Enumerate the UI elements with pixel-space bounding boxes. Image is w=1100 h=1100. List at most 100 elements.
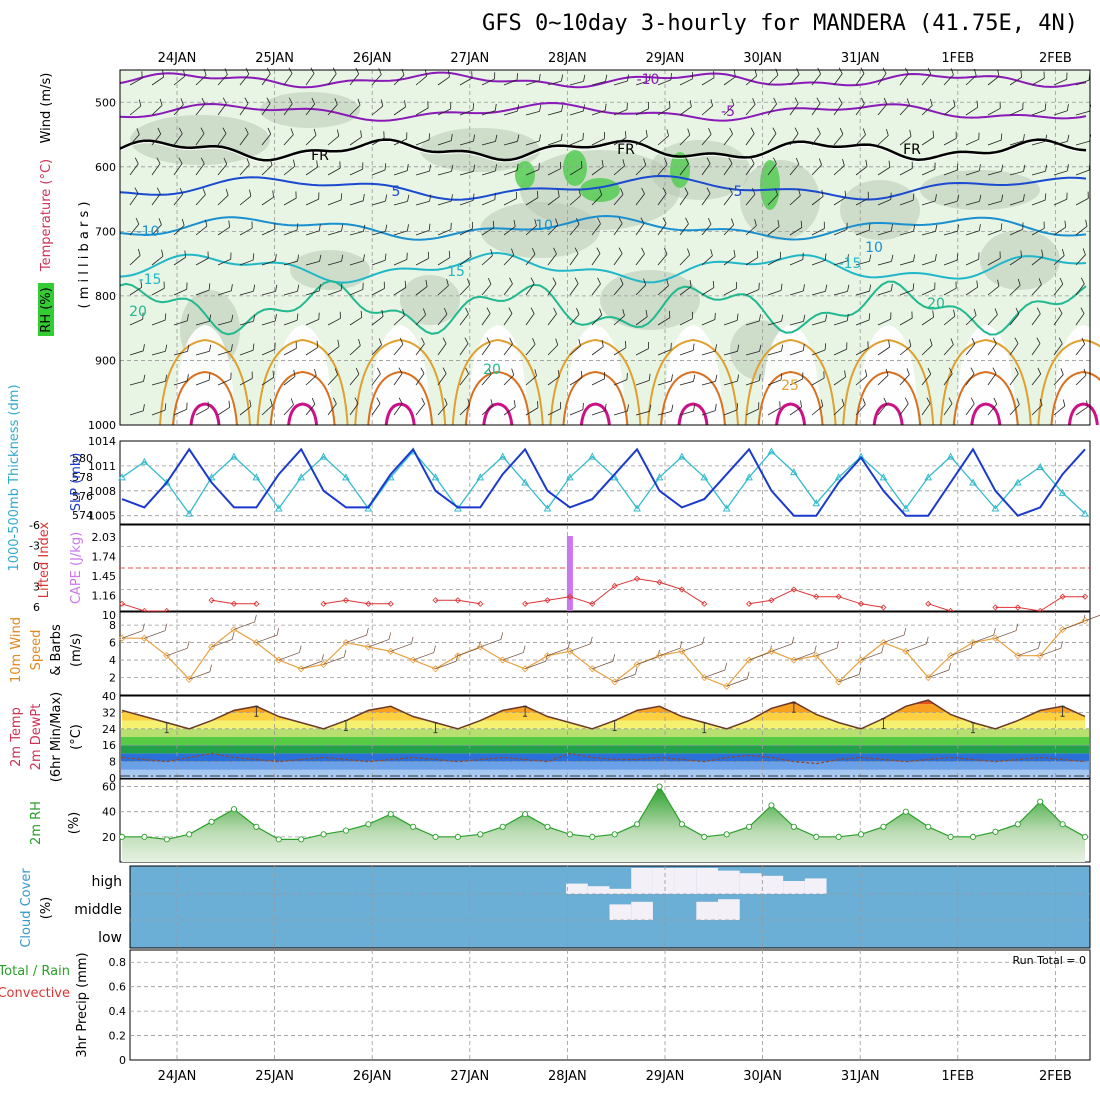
barb-flag: [334, 368, 338, 375]
barb-flag: [360, 310, 363, 318]
barb-staff: [921, 260, 936, 266]
barb-flag: [824, 253, 827, 261]
wind-barb: [261, 314, 277, 326]
barb-flag: [290, 128, 294, 135]
wind10m-barb: [211, 632, 235, 648]
barb-staff: [239, 133, 249, 146]
top-date-label: 2FEB: [1039, 51, 1072, 66]
wind-barb: [217, 344, 233, 356]
wind-barb: [591, 247, 601, 266]
barb-flag: [846, 314, 849, 321]
wind-barb: [613, 277, 624, 296]
barb-staff: [151, 193, 161, 206]
barb-staff: [547, 376, 560, 386]
wind-barb: [613, 247, 623, 266]
barb-staff: [547, 110, 562, 116]
barb-staff: [1075, 343, 1086, 356]
barb-flag: [1043, 221, 1045, 229]
contour-label: 25: [781, 378, 799, 394]
contour-label: 20: [129, 304, 147, 320]
barb-flag: [140, 280, 143, 288]
barb-flag: [1082, 248, 1086, 255]
barb-staff: [921, 73, 932, 86]
barb-flag: [358, 338, 361, 346]
temp2m-tick-label: 40: [102, 690, 116, 703]
barb-staff: [239, 406, 252, 416]
barb-staff: [323, 656, 345, 665]
barb-flag: [750, 127, 755, 134]
contour-30: [269, 370, 336, 426]
barb-staff: [987, 107, 1001, 116]
barb-staff: [987, 139, 1002, 146]
barb-flag: [355, 67, 360, 75]
barb-staff: [415, 403, 425, 416]
barb-staff: [459, 109, 474, 116]
barb-staff: [305, 290, 320, 296]
wind-barb: [899, 254, 916, 266]
wind-barb: [679, 157, 689, 176]
barb-staff: [459, 256, 472, 266]
barb-flag: [868, 223, 871, 231]
wind-barb: [767, 157, 777, 176]
barb-staff: [569, 314, 580, 326]
barb-flag: [684, 187, 689, 194]
barb-staff: [767, 163, 777, 176]
wind-barb: [965, 100, 979, 116]
wind-barb: [371, 224, 388, 236]
wind-barb: [151, 127, 162, 146]
barb-flag: [692, 72, 693, 79]
barb-flag: [643, 158, 647, 166]
cape-grid: [120, 525, 1090, 611]
barb-staff: [855, 134, 866, 146]
barb-staff: [437, 229, 452, 236]
barb-flag: [997, 69, 1000, 77]
wind10m-tick-label: 4: [109, 654, 116, 667]
barb-staff: [899, 317, 913, 326]
wind-barb: [481, 399, 493, 416]
wind-barb: [1031, 278, 1042, 296]
barb-staff: [459, 77, 473, 86]
barb-flag: [517, 134, 520, 142]
barb-staff: [349, 73, 360, 86]
barb-flag: [903, 627, 907, 636]
barb-staff: [1053, 283, 1064, 296]
lifted-index-line: [749, 588, 884, 608]
barb-flag: [422, 308, 427, 315]
wind-barb: [943, 68, 954, 86]
wind-barb: [723, 98, 735, 116]
slp-tick-label: 1011: [88, 460, 116, 473]
wind-barb: [657, 217, 667, 236]
wind-barb: [371, 309, 384, 326]
barb-staff: [305, 73, 315, 86]
wind10m-barb: [345, 627, 369, 643]
wind-barb: [1075, 248, 1086, 266]
barb-staff: [151, 287, 165, 296]
wind-barb: [195, 219, 208, 236]
wind-barb: [723, 344, 740, 356]
barb-flag: [553, 307, 557, 315]
slp-label: SLP (mb): [69, 453, 84, 512]
wind-barb: [525, 369, 537, 386]
contour-label: 10: [865, 240, 883, 256]
barb-flag: [1016, 398, 1020, 405]
barb-flag: [360, 130, 362, 138]
barb-flag: [1045, 164, 1048, 172]
wind-barb: [459, 193, 475, 206]
barb-flag: [927, 367, 932, 375]
rh2m-point: [208, 818, 215, 825]
wind-barb: [1009, 337, 1019, 356]
barb-staff: [855, 73, 865, 86]
wind-barb: [789, 220, 803, 236]
barb-flag: [597, 217, 601, 225]
barb-staff: [195, 75, 207, 86]
barb-staff: [767, 226, 780, 236]
barb-staff: [503, 198, 517, 206]
wind-barb: [701, 128, 712, 146]
barb-flag: [420, 367, 425, 374]
barb-flag: [141, 71, 143, 79]
barb-flag: [272, 190, 274, 198]
contour-30: [757, 370, 824, 426]
barb-staff: [635, 410, 650, 416]
rh2m-point: [275, 836, 282, 843]
barb-staff: [547, 313, 557, 326]
